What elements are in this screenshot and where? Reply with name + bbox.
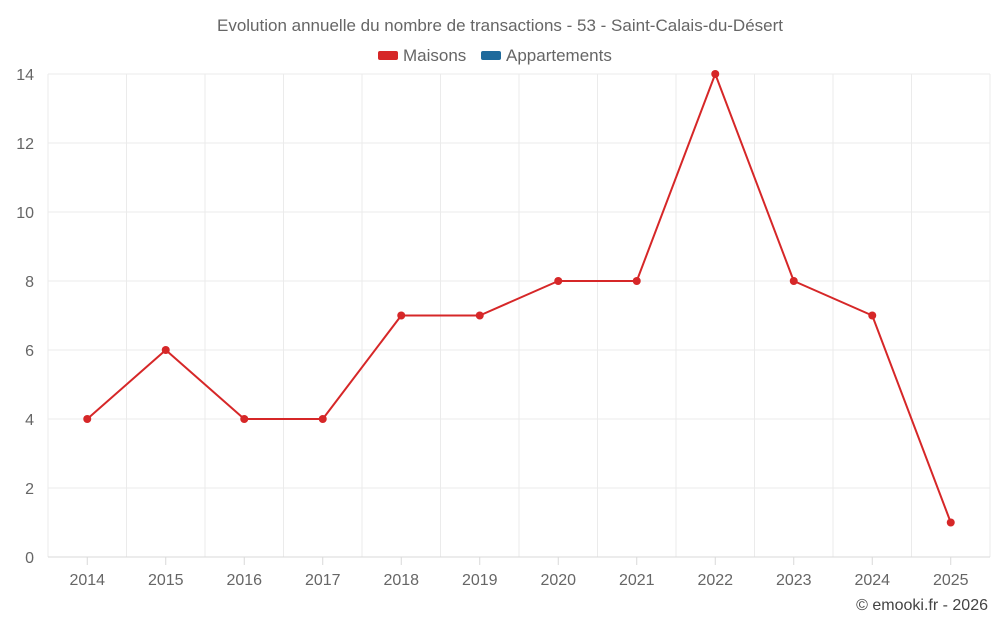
- x-tick-label: 2021: [619, 572, 655, 589]
- gridlines: [47, 73, 991, 557]
- legend-item-maisons[interactable]: Maisons: [378, 46, 466, 65]
- x-tick-label: 2019: [462, 572, 498, 589]
- data-point[interactable]: [554, 277, 563, 285]
- x-tick-label: 2023: [776, 572, 812, 589]
- y-axis: 0 2 4 6 8 10 12 14: [16, 67, 34, 567]
- x-tick-label: 2022: [697, 572, 733, 589]
- data-point[interactable]: [318, 415, 327, 423]
- x-tick-label: 2015: [148, 572, 184, 589]
- series-maisons: [83, 70, 955, 527]
- y-tick-label: 10: [16, 205, 34, 222]
- legend-item-appartements[interactable]: Appartements: [481, 46, 612, 65]
- y-tick-label: 6: [25, 343, 34, 360]
- x-tick-label: 2024: [854, 572, 890, 589]
- data-point[interactable]: [240, 415, 249, 423]
- legend-swatch-maisons: [378, 51, 398, 60]
- x-tick-label: 2025: [933, 572, 969, 589]
- data-point[interactable]: [711, 70, 720, 78]
- x-tick-label: 2018: [383, 572, 419, 589]
- data-point[interactable]: [868, 311, 877, 320]
- series-line-maisons: [86, 73, 952, 523]
- data-point[interactable]: [632, 277, 641, 285]
- legend: Maisons Appartements: [378, 46, 612, 65]
- y-tick-label: 12: [16, 136, 34, 153]
- x-tick-label: 2020: [540, 572, 576, 589]
- legend-swatch-appartements: [481, 51, 501, 60]
- y-tick-label: 4: [25, 412, 34, 429]
- legend-label-maisons: Maisons: [403, 46, 466, 65]
- data-point[interactable]: [946, 518, 955, 527]
- data-point[interactable]: [83, 415, 92, 423]
- x-tick-label: 2014: [69, 572, 105, 589]
- data-point[interactable]: [475, 311, 484, 320]
- y-tick-label: 14: [16, 67, 34, 84]
- y-tick-label: 0: [25, 550, 34, 567]
- x-axis: 2014 2015 2016 2017 2018 2019 2020 2021 2022 2023…: [48, 556, 990, 589]
- data-point[interactable]: [789, 277, 798, 285]
- y-tick-label: 2: [25, 481, 34, 498]
- y-tick-label: 8: [25, 274, 34, 291]
- credit-text: © emooki.fr - 2026: [856, 597, 988, 614]
- legend-label-appartements: Appartements: [506, 46, 612, 65]
- data-point[interactable]: [161, 346, 170, 354]
- x-tick-label: 2016: [226, 572, 262, 589]
- data-point[interactable]: [397, 311, 406, 320]
- chart-title: Evolution annuelle du nombre de transact…: [217, 16, 783, 35]
- x-tick-label: 2017: [305, 572, 341, 589]
